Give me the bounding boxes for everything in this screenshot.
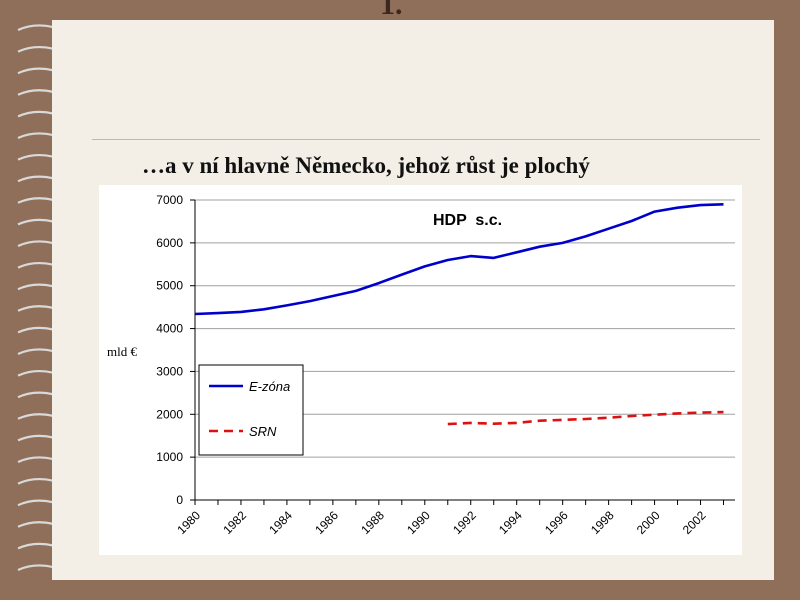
gdp-line-chart: 0 1000 2000 3000 4000 5000 6000 7000 1980 1982 198…: [107, 193, 747, 537]
x-tick-label: 1998: [588, 508, 617, 537]
y-tick-label: 2000: [156, 407, 183, 421]
x-tick-label: 1990: [404, 508, 433, 537]
x-tick-label: 1986: [312, 508, 341, 537]
legend: E-zóna SRN: [198, 364, 304, 456]
x-tick-label: 1988: [358, 508, 387, 537]
x-tick-label: 1984: [266, 508, 295, 537]
x-tick-label: 2002: [680, 508, 709, 537]
chart-area: 0 1000 2000 3000 4000 5000 6000 7000 1980 1982 198…: [99, 185, 747, 555]
slide-subtitle: …a v ní hlavně Německo, jehož růst je pl…: [142, 153, 590, 178]
slide-title: 1.: [380, 0, 403, 21]
y-tick-label: 3000: [156, 364, 183, 378]
x-tick-label: 1994: [496, 508, 525, 537]
x-tick-label: 1980: [174, 508, 203, 537]
y-tick-label: 4000: [156, 322, 183, 336]
x-tick-label: 1992: [450, 508, 479, 537]
y-tick-label: 6000: [156, 236, 183, 250]
divider-line: [92, 139, 760, 140]
series-line-ezone: [194, 203, 724, 316]
legend-label: SRN: [249, 424, 277, 439]
y-tick-label: 0: [176, 493, 183, 507]
y-axis-label: mld €: [107, 344, 137, 359]
series-line-srn: [447, 410, 724, 426]
legend-label: E-zóna: [249, 379, 290, 394]
y-tick-label: 7000: [156, 193, 183, 207]
y-tick-label: 1000: [156, 450, 183, 464]
x-tick-label: 1982: [220, 508, 249, 537]
chart-title: HDP s.c.: [433, 212, 502, 229]
x-tick-label: 2000: [634, 508, 663, 537]
y-tick-label: 5000: [156, 279, 183, 293]
legend-box: [198, 364, 304, 456]
x-tick-label: 1996: [542, 508, 571, 537]
